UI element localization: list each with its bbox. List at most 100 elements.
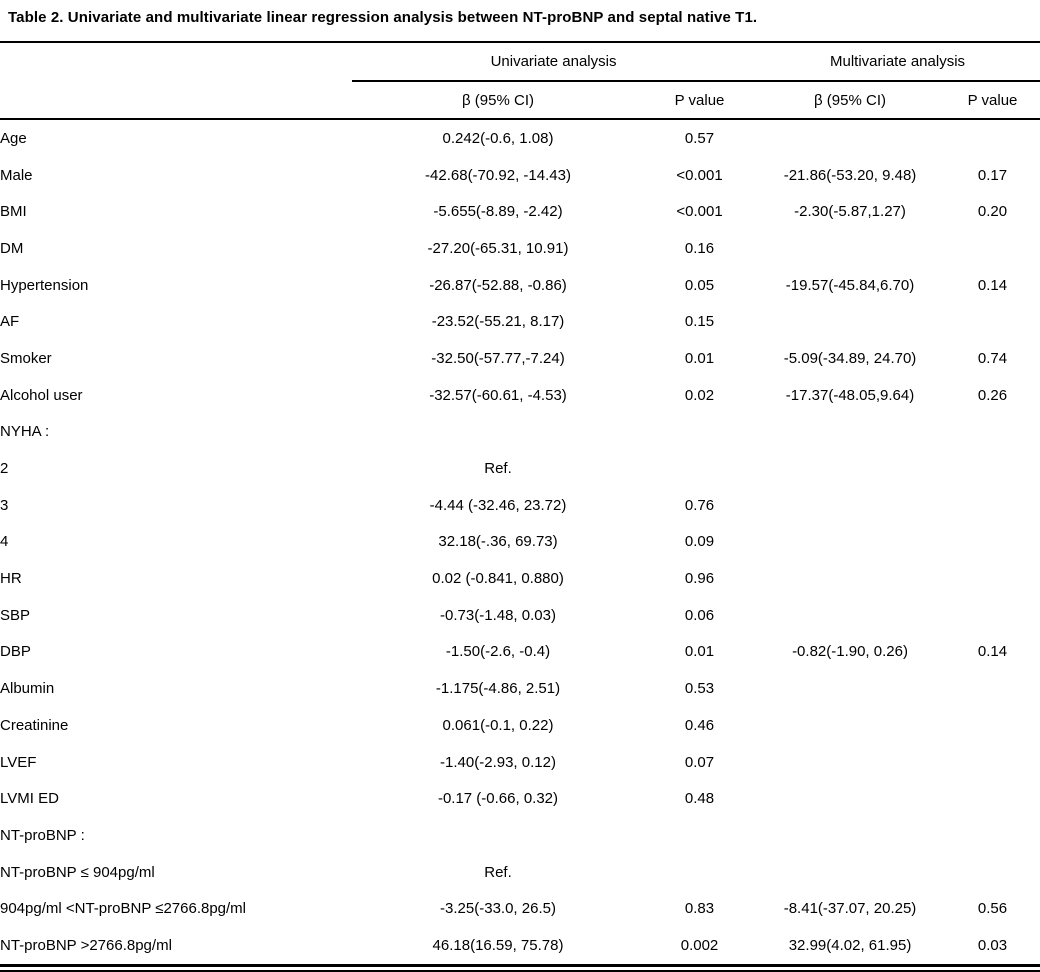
multivariate-group-header: Multivariate analysis — [755, 41, 1040, 82]
uni-beta-cell: 32.18(-.36, 69.73) — [438, 533, 558, 551]
row-label: BMI — [0, 203, 27, 221]
uni-pvalue-cell: 0.83 — [684, 900, 715, 918]
uni-beta-cell: 0.061(-0.1, 0.22) — [442, 716, 554, 734]
multi-pvalue-cell — [945, 854, 1040, 891]
multi-beta-cell — [755, 780, 945, 817]
uni-beta-cell: -42.68(-70.92, -14.43) — [425, 166, 571, 184]
multi-beta-cell — [755, 524, 945, 561]
table-row: DM -27.20(-65.31, 10.91) 0.16 — [0, 230, 1040, 267]
table-row: BMI -5.655(-8.89, -2.42) <0.001 -2.30(-5.87… — [0, 193, 1040, 230]
multi-beta-cell — [755, 303, 945, 340]
uni-pvalue-cell: 0.16 — [684, 239, 715, 257]
multi-beta-cell — [755, 854, 945, 891]
table-row: Creatinine 0.061(-0.1, 0.22) 0.46 — [0, 707, 1040, 744]
table-row: NT-proBNP ≤ 904pg/ml Ref. — [0, 854, 1040, 891]
multi-pvalue-cell: 0.14 — [977, 276, 1008, 294]
table-row: Smoker -32.50(-57.77,-7.24) 0.01 -5.09(-34.… — [0, 340, 1040, 377]
table-row: Male -42.68(-70.92, -14.43) <0.001 -21.86(-… — [0, 157, 1040, 194]
row-label: LVMI ED — [0, 790, 59, 808]
table-row: NYHA : — [0, 414, 1040, 451]
row-label: HR — [0, 570, 22, 588]
row-label: Smoker — [0, 349, 52, 367]
row-label: NT-proBNP ≤ 904pg/ml — [0, 863, 155, 881]
multi-beta-cell: -5.09(-34.89, 24.70) — [783, 349, 917, 367]
row-label: Albumin — [0, 680, 55, 698]
uni-beta-cell: -23.52(-55.21, 8.17) — [431, 313, 565, 331]
uni-pvalue-cell: 0.46 — [684, 716, 715, 734]
multi-beta-cell — [755, 817, 945, 854]
uni-pvalue-cell: 0.002 — [680, 936, 719, 954]
table-row: 2 Ref. — [0, 450, 1040, 487]
multi-pvalue-cell — [945, 780, 1040, 817]
uni-beta-cell: -4.44 (-32.46, 23.72) — [429, 496, 567, 514]
uni-beta-cell — [352, 414, 644, 451]
uni-pvalue-cell — [644, 854, 755, 891]
multi-pvalue-cell: 0.14 — [977, 643, 1008, 661]
uni-pvalue-header: P value — [644, 81, 756, 120]
uni-beta-cell: -5.655(-8.89, -2.42) — [433, 203, 563, 221]
table-row: NT-proBNP >2766.8pg/ml 46.18(16.59, 75.78… — [0, 927, 1040, 965]
uni-beta-cell: -1.50(-2.6, -0.4) — [445, 643, 551, 661]
multi-pvalue-cell: 0.17 — [977, 166, 1008, 184]
multi-beta-cell — [755, 597, 945, 634]
multi-beta-cell: -8.41(-37.07, 20.25) — [783, 900, 917, 918]
uni-pvalue-cell: 0.15 — [684, 313, 715, 331]
row-label: DBP — [0, 643, 31, 661]
uni-beta-cell: -1.40(-2.93, 0.12) — [440, 753, 556, 771]
multi-beta-cell: -19.57(-45.84,6.70) — [785, 276, 915, 294]
uni-pvalue-cell: 0.01 — [684, 643, 715, 661]
univariate-group-header: Univariate analysis — [352, 41, 756, 82]
table-row: SBP -0.73(-1.48, 0.03) 0.06 — [0, 597, 1040, 634]
uni-beta-header: β (95% CI) — [352, 81, 644, 120]
uni-pvalue-cell: 0.06 — [684, 606, 715, 624]
row-label: AF — [0, 313, 20, 331]
uni-pvalue-cell: 0.48 — [684, 790, 715, 808]
multi-pvalue-cell — [945, 560, 1040, 597]
row-label: Creatinine — [0, 716, 69, 734]
table-row: HR 0.02 (-0.841, 0.880) 0.96 — [0, 560, 1040, 597]
regression-table: Univariate analysis Multivariate analysi… — [0, 41, 1040, 967]
row-label: LVEF — [0, 753, 37, 771]
table-row: Hypertension -26.87(-52.88, -0.86) 0.05 -19… — [0, 267, 1040, 304]
multi-beta-cell — [755, 487, 945, 524]
uni-pvalue-cell — [644, 817, 755, 854]
multi-beta-cell — [755, 744, 945, 781]
uni-beta-cell: -32.57(-60.61, -4.53) — [429, 386, 567, 404]
multi-pvalue-cell — [945, 230, 1040, 267]
uni-pvalue-cell: <0.001 — [676, 166, 723, 184]
multi-pvalue-cell — [945, 707, 1040, 744]
multi-beta-cell: -2.30(-5.87,1.27) — [794, 203, 906, 221]
multi-pvalue-cell — [945, 744, 1040, 781]
row-label: DM — [0, 239, 24, 257]
multi-pvalue-cell — [945, 487, 1040, 524]
uni-beta-cell: -3.25(-33.0, 26.5) — [440, 900, 556, 918]
table-row: 3 -4.44 (-32.46, 23.72) 0.76 — [0, 487, 1040, 524]
multi-pvalue-cell — [945, 303, 1040, 340]
multi-beta-cell — [755, 414, 945, 451]
uni-pvalue-cell — [644, 450, 755, 487]
multi-pvalue-cell: 0.26 — [977, 386, 1008, 404]
multi-beta-cell — [755, 450, 945, 487]
table-row: Albumin -1.175(-4.86, 2.51) 0.53 — [0, 670, 1040, 707]
row-label: NYHA : — [0, 423, 50, 441]
uni-pvalue-cell: 0.09 — [684, 533, 715, 551]
row-label: 3 — [0, 496, 9, 514]
multi-beta-cell — [755, 560, 945, 597]
multi-pvalue-cell — [945, 524, 1040, 561]
table-row: LVEF -1.40(-2.93, 0.12) 0.07 — [0, 744, 1040, 781]
stub-header-cell — [0, 41, 352, 81]
row-label: 904pg/ml <NT-proBNP ≤2766.8pg/ml — [0, 900, 247, 918]
table-row: DBP -1.50(-2.6, -0.4) 0.01 -0.82(-1.90, 0.2… — [0, 634, 1040, 671]
uni-beta-cell: -27.20(-65.31, 10.91) — [427, 239, 569, 257]
row-label: 2 — [0, 460, 9, 478]
multi-pvalue-cell — [945, 414, 1040, 451]
row-label: NT-proBNP >2766.8pg/ml — [0, 936, 172, 954]
uni-pvalue-cell: 0.96 — [684, 570, 715, 588]
multi-beta-cell — [755, 670, 945, 707]
multi-pvalue-cell: 0.03 — [977, 936, 1008, 954]
table-body: Age 0.242(-0.6, 1.08) 0.57 Male -42.68(-70.9… — [0, 119, 1040, 965]
table-row: AF -23.52(-55.21, 8.17) 0.15 — [0, 303, 1040, 340]
uni-pvalue-cell: 0.05 — [684, 276, 715, 294]
uni-beta-cell: -26.87(-52.88, -0.86) — [429, 276, 567, 294]
multi-pvalue-cell: 0.74 — [977, 349, 1008, 367]
